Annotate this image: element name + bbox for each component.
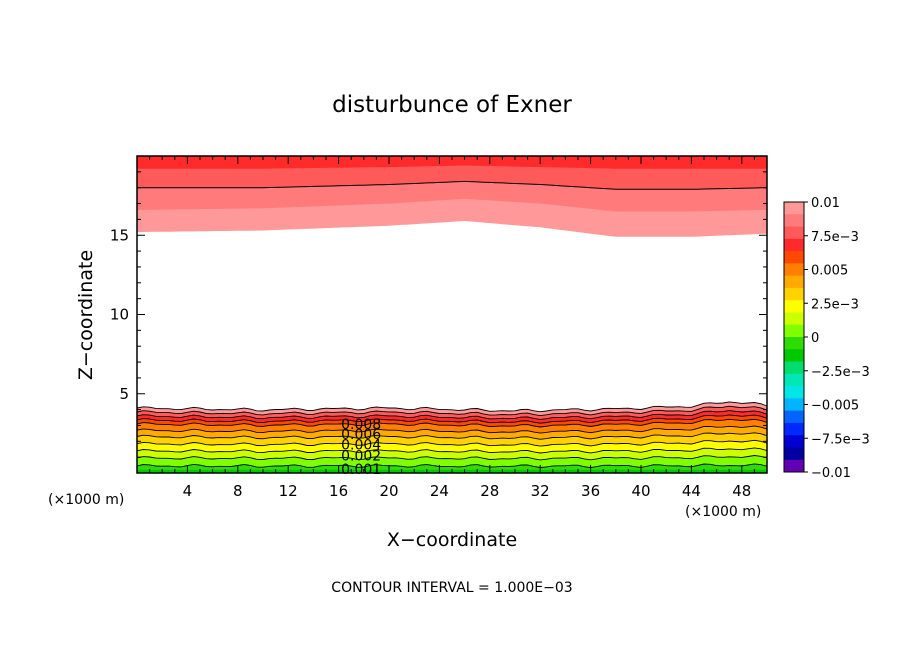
y-tick-label: 10 [110,306,129,324]
colorbar-swatch [784,447,804,461]
x-axis-unit-right: (×1000 m) [685,504,761,520]
colorbar-swatch [784,386,804,399]
contour-label: 0.001 [341,462,381,478]
x-tick-label: 20 [379,482,398,500]
x-tick-label: 44 [682,482,701,500]
x-tick-label: 36 [581,482,600,500]
x-tick-label: 12 [279,482,298,500]
colorbar-swatch [784,337,804,350]
colorbar-swatch [784,361,804,375]
x-tick-label: 24 [430,482,449,500]
contour-label: 0.006 [341,427,381,443]
colorbar-swatch [784,202,804,215]
colorbar-swatch [784,373,804,387]
contour-lines [136,180,768,469]
colorbar-swatch [784,226,804,240]
x-tick-label: 8 [233,482,243,500]
colorbar-swatch [784,287,804,301]
y-tick-label: 15 [110,226,129,244]
colorbar-label: 2.5e−3 [811,297,859,312]
lower-contour-line-2 [136,410,768,420]
lower-contour-line-4 [136,418,768,428]
y-tick-label: 5 [119,385,129,403]
lower-contour-line-6 [136,432,768,440]
x-tick-label: 4 [183,482,193,500]
lower-contour-line-1 [136,405,768,417]
lower-contour-line-3 [136,414,768,424]
colorbar-swatch [784,349,804,362]
colorbar-swatch [784,398,804,412]
x-tick-label: 48 [732,482,751,500]
colorbar-swatch [784,324,804,338]
lower-contour-line-5 [136,425,768,434]
x-tick-label: 32 [531,482,550,500]
colorbar-swatch [784,410,804,424]
colorbar-swatch [784,251,804,264]
chart-title: disturbunce of Exner [332,92,572,118]
upper-contour-line [137,180,768,190]
colorbar-label: −0.01 [811,466,851,481]
colorbar-swatch [784,422,804,436]
x-tick-label: 16 [329,482,348,500]
x-tick-label: 40 [631,482,650,500]
colorbar-swatch [784,312,804,326]
lower-contour-line-7 [136,439,768,447]
colorbar: 0.01 7.5e−3 0.005 2.5e−3 0 −2.5e−3 −0.005 −7.5e… [783,196,870,481]
contour-label: 0.008 [341,417,381,433]
x-axis-title: X−coordinate [387,529,517,551]
colorbar-label: 0 [811,331,819,346]
colorbar-swatch [784,275,804,289]
colorbar-swatch [784,263,804,277]
x-axis: 4 8 12 16 20 24 28 32 36 40 44 48 [149,156,755,500]
colorbar-swatch [784,300,804,313]
lower-contour-line-8 [136,447,768,454]
colorbar-label: 0.01 [811,196,840,211]
lower-contour-line-9 [136,455,768,461]
contour-interval-note: CONTOUR INTERVAL = 1.000E−03 [331,580,572,596]
contour-label: 0.004 [341,437,381,453]
colorbar-swatch [784,214,804,227]
contour-label: 0.002 [341,449,381,465]
colorbar-label: 0.005 [811,264,848,279]
colorbar-swatch [784,435,804,448]
colorbar-swatch [784,459,804,473]
colorbar-label: 7.5e−3 [811,230,859,245]
colorbar-label: −2.5e−3 [811,365,870,380]
x-axis-unit-left: (×1000 m) [48,492,124,508]
colorbar-swatch [784,238,804,252]
colorbar-label: −7.5e−3 [811,432,870,447]
lower-contour-line-10 [136,463,768,469]
y-axis: 5 10 15 [110,171,767,458]
upper-band-3 [137,156,767,169]
colorbar-label: −0.005 [811,399,859,414]
lower-contour-line-0 [136,401,768,413]
x-tick-label: 28 [480,482,499,500]
y-axis-title: Z−coordinate [75,250,97,380]
